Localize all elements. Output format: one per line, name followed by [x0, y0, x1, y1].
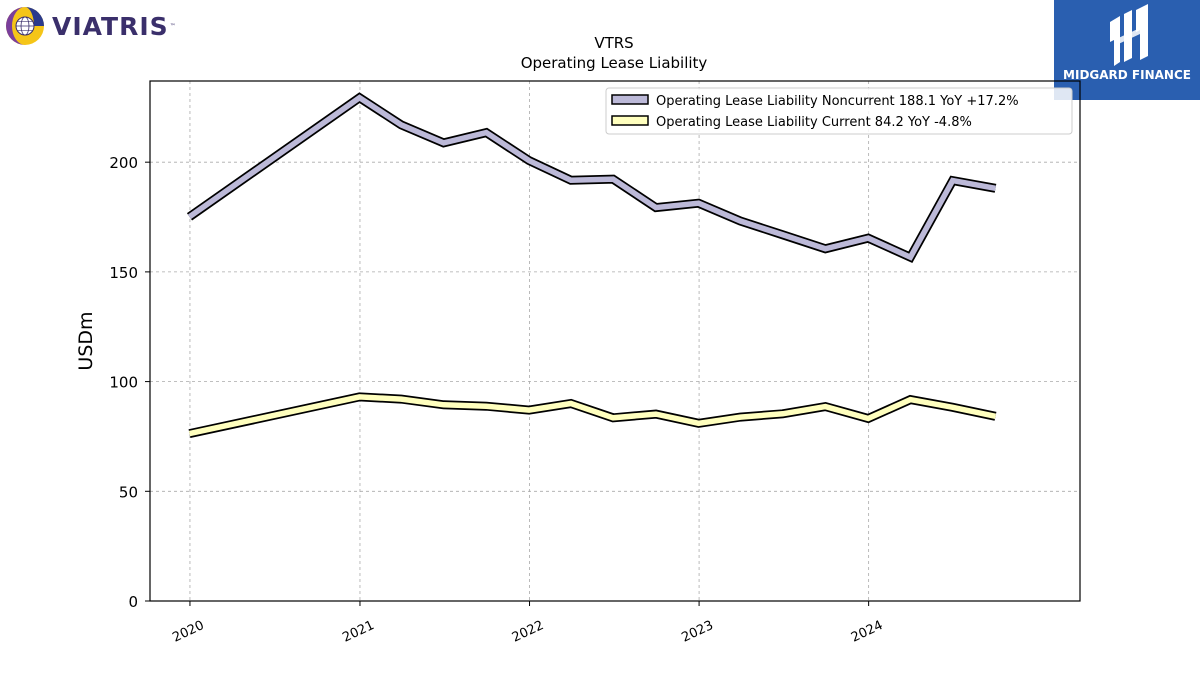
y-axis-ticks: 0 50 100 150 200: [109, 154, 150, 611]
x-tick-label: 2023: [679, 618, 715, 646]
x-tick-label: 2020: [170, 618, 206, 646]
series-line-1: [187, 94, 996, 261]
y-tick-label: 150: [109, 264, 138, 282]
plot-frame: [149, 80, 1081, 602]
series-line-2: [188, 394, 997, 437]
x-tick-label: 2024: [849, 618, 885, 646]
legend-frame: [605, 87, 1073, 135]
y-tick-label: 0: [128, 593, 138, 611]
y-axis-label: USDm: [75, 311, 97, 370]
midgard-finance-logo: MIDGARD FINANCE: [1054, 0, 1200, 100]
x-axis-ticks: 2020 2021 2022 2023 2024: [170, 601, 885, 646]
legend-swatch: [611, 115, 649, 126]
legend-label: Operating Lease Liability Current 84.2 Y…: [656, 115, 972, 130]
viatris-trademark: ™: [169, 22, 176, 30]
viatris-logo: VIATRIS ™: [4, 4, 176, 48]
y-tick-label: 50: [119, 483, 138, 501]
viatris-globe-icon: [6, 7, 44, 45]
midgard-emblem-icon: [1110, 4, 1148, 66]
legend-swatch: [611, 94, 649, 105]
series-lines: [186, 92, 997, 438]
x-tick-label: 2022: [510, 618, 546, 646]
y-tick-label: 200: [109, 154, 138, 172]
legend: Operating Lease Liability Noncurrent 188…: [605, 87, 1073, 135]
x-tick-label: 2021: [340, 618, 376, 646]
grid-lines: [150, 81, 1080, 602]
y-tick-label: 100: [109, 374, 138, 392]
midgard-logo-text: MIDGARD FINANCE: [1063, 68, 1191, 82]
chart-subtitle: Operating Lease Liability: [521, 54, 708, 72]
chart-title: VTRS: [594, 34, 633, 52]
legend-label: Operating Lease Liability Noncurrent 188…: [656, 94, 1019, 109]
viatris-logo-text: VIATRIS: [52, 11, 169, 41]
